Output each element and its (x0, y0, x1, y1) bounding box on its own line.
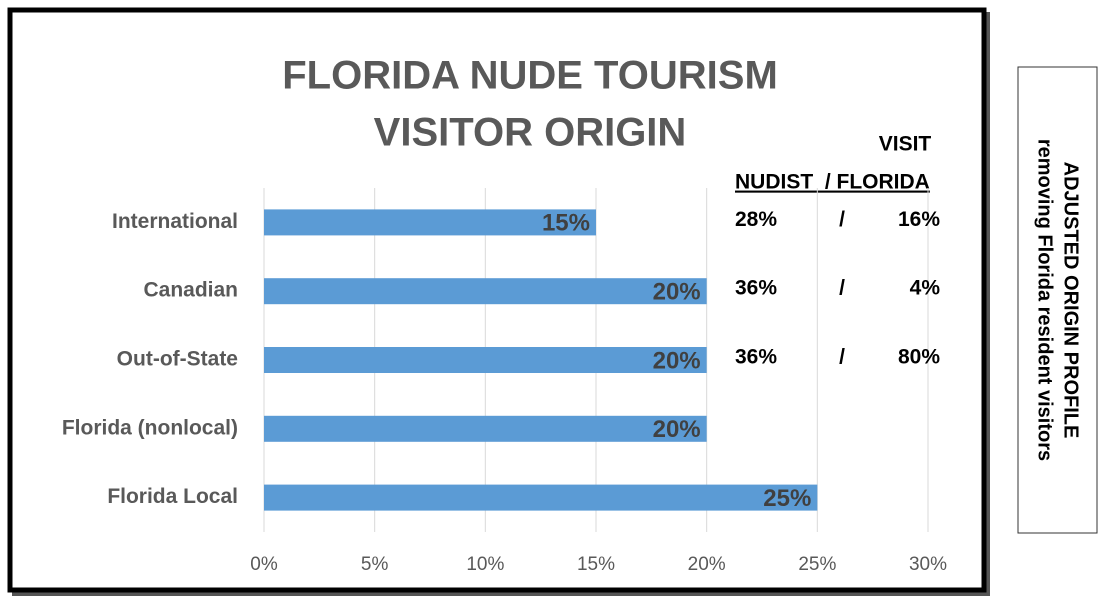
x-tick-label: 25% (798, 554, 836, 575)
value-label: 20% (653, 279, 701, 306)
annotation-cell: 80% (898, 346, 940, 369)
annotation-cell: 36% (735, 346, 777, 369)
category-label: International (112, 210, 238, 233)
category-label: Canadian (143, 279, 238, 302)
value-label: 20% (653, 416, 701, 443)
x-tick-label: 0% (250, 554, 278, 575)
chart-title: VISITOR ORIGIN (374, 111, 687, 155)
annotation-header: NUDIST / FLORIDA (735, 171, 930, 194)
x-tick-label: 15% (577, 554, 615, 575)
bar (264, 484, 818, 511)
bar (264, 347, 707, 373)
x-tick-label: 5% (361, 554, 389, 575)
annotation-cell: 28% (735, 208, 777, 231)
category-label: Out-of-State (117, 348, 238, 371)
bar (264, 415, 707, 442)
bar (264, 209, 596, 236)
x-tick-label: 10% (466, 554, 504, 575)
annotation-cell: / (839, 346, 845, 369)
category-label: Florida Local (107, 485, 238, 508)
annotation-cell: / (839, 277, 845, 300)
annotation-cell: 36% (735, 277, 777, 300)
x-tick-label: 30% (909, 554, 947, 575)
side-title: ADJUSTED ORIGIN PROFILE (1060, 162, 1082, 439)
side-box (1017, 66, 1098, 534)
value-label: 25% (763, 485, 811, 512)
annotation-cell: 4% (910, 277, 941, 300)
value-label: 15% (542, 210, 590, 237)
annotation-header: VISIT (879, 133, 932, 156)
annotation-cell: / (839, 208, 845, 231)
category-label: Florida (nonlocal) (62, 416, 238, 439)
annotation-cell: 16% (898, 208, 940, 231)
value-label: 20% (653, 347, 701, 374)
x-tick-label: 20% (688, 554, 726, 575)
side-subtitle: removing Florida resident visitors (1034, 139, 1056, 461)
bar (264, 278, 707, 305)
chart-title: FLORIDA NUDE TOURISM (282, 54, 778, 98)
